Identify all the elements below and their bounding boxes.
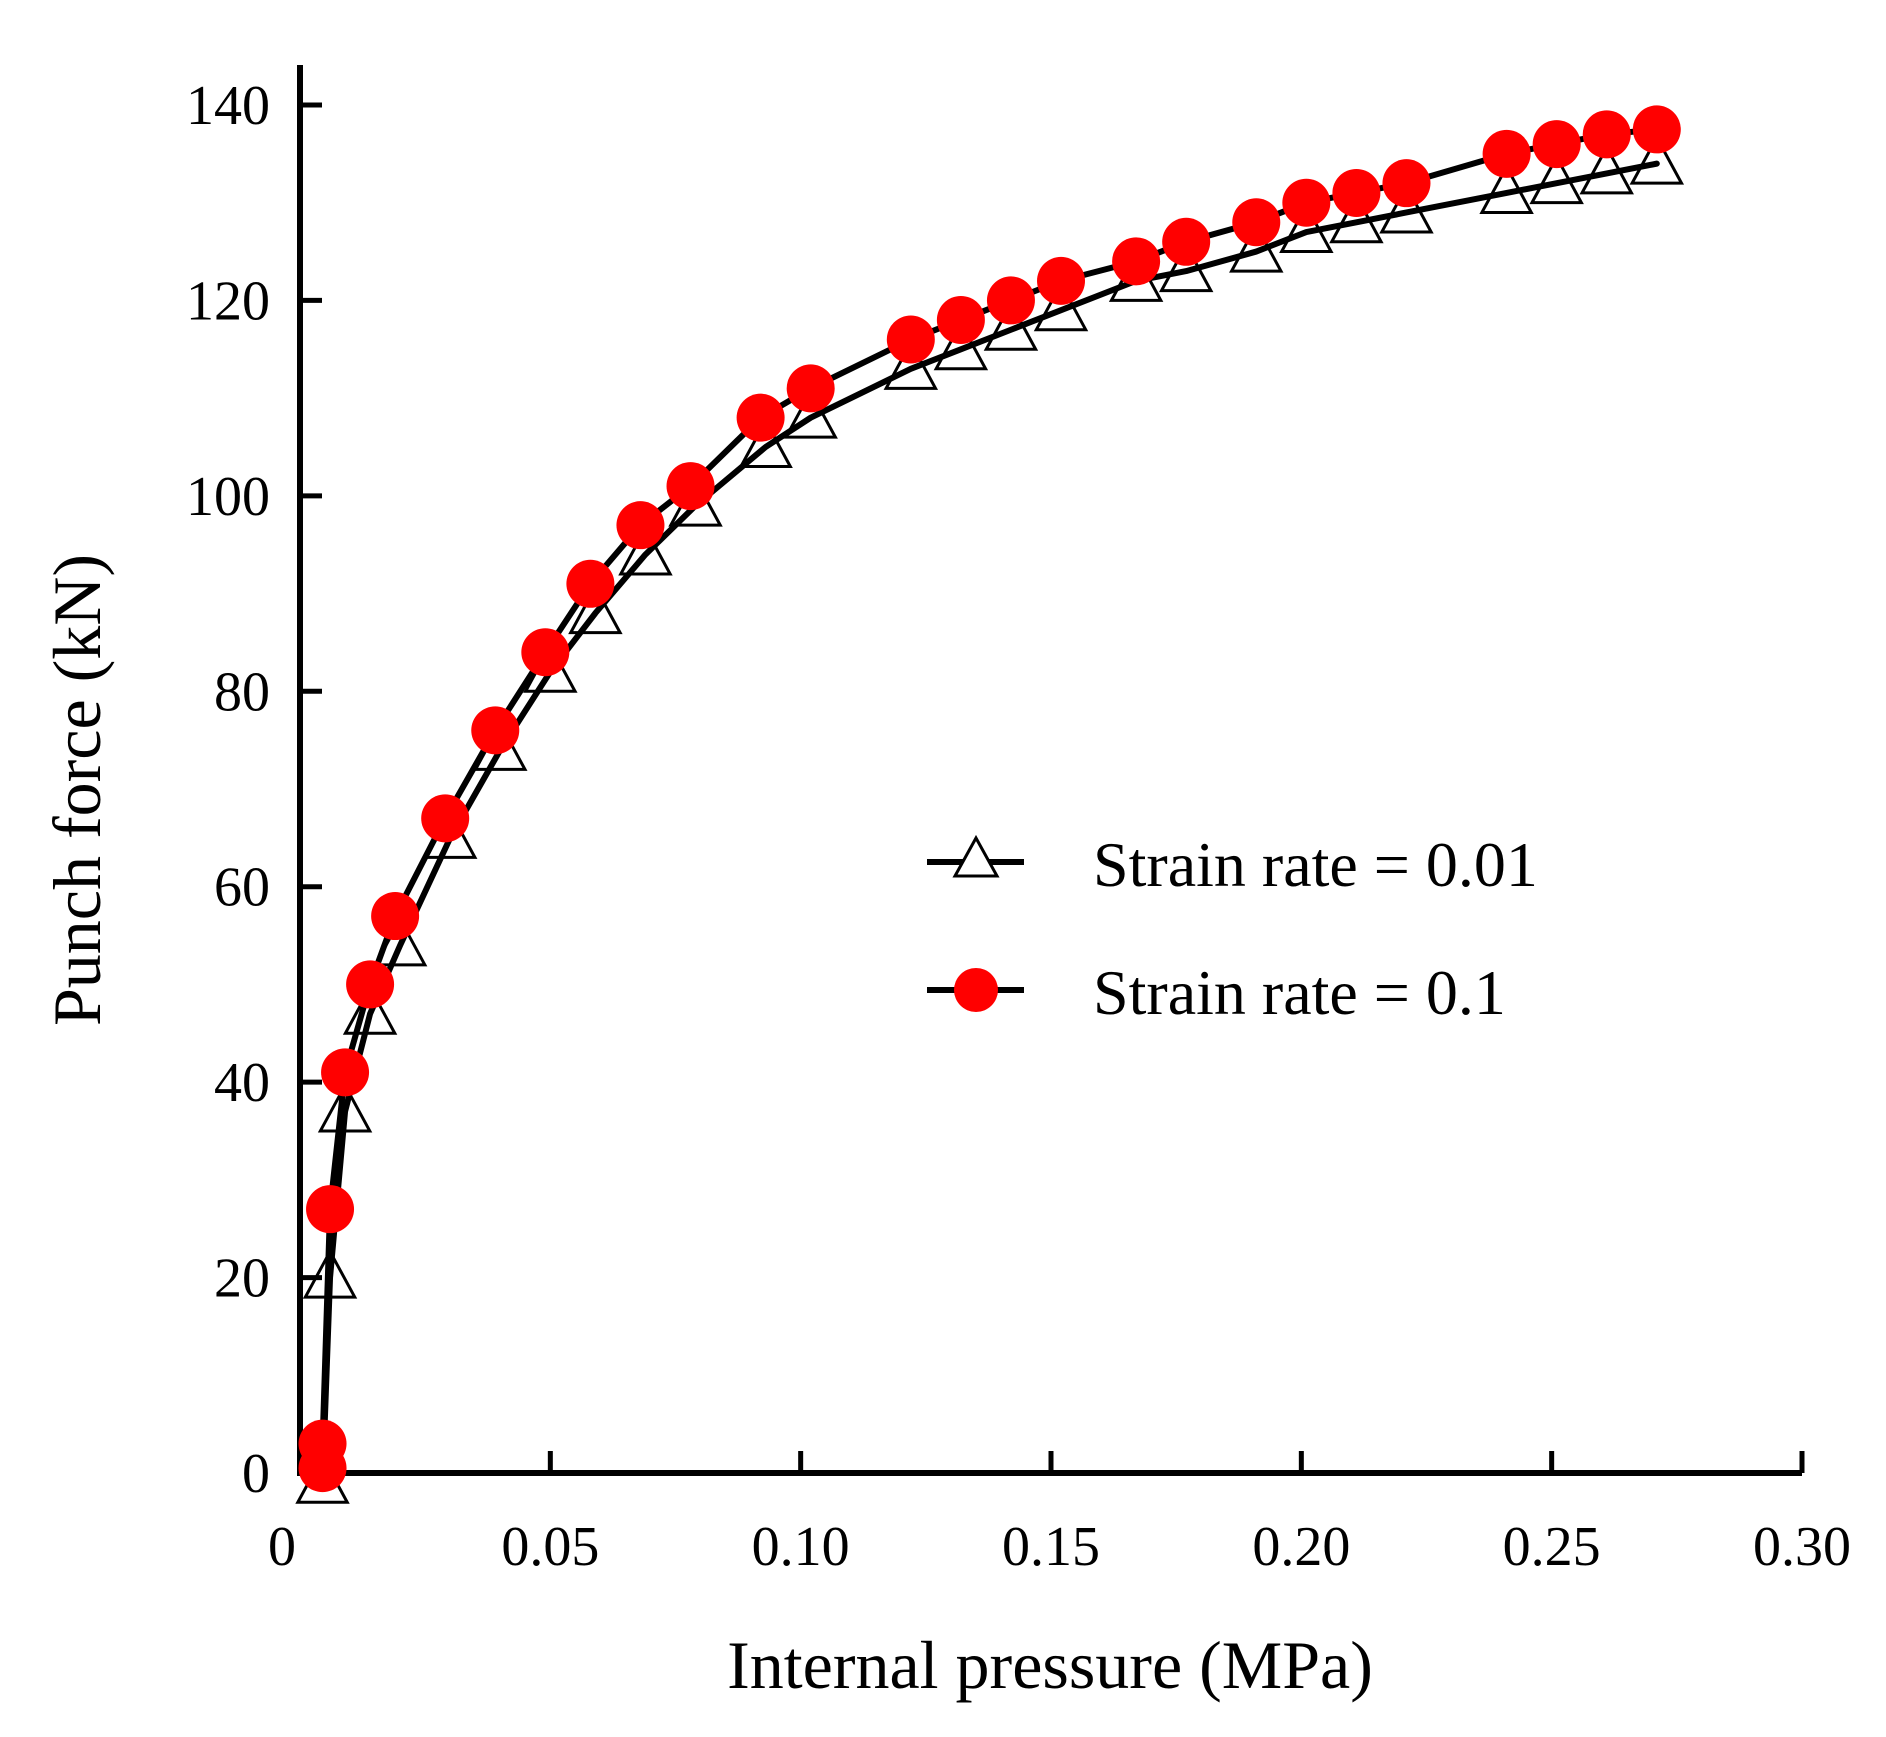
series-layer (295, 105, 1685, 1504)
data-point-triangle (1579, 144, 1634, 195)
data-point-circle (1332, 168, 1381, 217)
data-point-circle (986, 276, 1035, 325)
data-point-circle (1532, 120, 1581, 169)
legend-label-strain-0.01: Strain rate = 0.01 (1093, 829, 1538, 900)
data-point-triangle (883, 339, 939, 390)
legend-item-strain-0.1: Strain rate = 0.1 (927, 957, 1506, 1028)
data-point-circle (1582, 110, 1631, 159)
series-strain-0.01 (295, 134, 1685, 1504)
data-point-circle (936, 295, 985, 344)
y-axis-title: Punch force (kN) (39, 554, 115, 1026)
y-tick-label: 120 (186, 270, 270, 332)
data-point-circle (521, 628, 570, 677)
y-tick-label: 100 (186, 466, 270, 528)
x-axis-title: Internal pressure (MPa) (727, 1627, 1373, 1703)
legend-marker-triangle (952, 834, 1000, 878)
data-point-triangle (933, 320, 989, 371)
y-tick-label: 0 (242, 1443, 270, 1505)
data-point-circle (1632, 105, 1681, 154)
data-point-triangle (1329, 193, 1384, 244)
x-tick-label: 0.10 (752, 1516, 850, 1578)
data-point-circle (566, 559, 615, 608)
data-point-circle (298, 1419, 347, 1468)
data-point-circle (371, 892, 420, 941)
x-tick-label: 0.15 (1002, 1516, 1100, 1578)
y-tick-label: 20 (214, 1248, 270, 1310)
data-point-triangle (1158, 241, 1214, 293)
data-point-triangle (1479, 163, 1534, 214)
data-point-triangle (983, 300, 1039, 351)
data-point-circle (616, 501, 665, 550)
data-point-triangle (618, 525, 673, 576)
data-point-circle (1162, 217, 1211, 266)
x-tick-label: 0.25 (1503, 1516, 1601, 1578)
series-line (319, 160, 1660, 1486)
series-line (319, 126, 1660, 1472)
data-point-triangle (317, 1082, 373, 1133)
series-strain-0.1 (298, 105, 1681, 1493)
x-tick-label: 0.30 (1753, 1516, 1851, 1578)
data-point-circle (886, 315, 935, 364)
data-point-circle (421, 794, 470, 843)
data-point-circle (1037, 256, 1086, 305)
data-point-circle (1282, 178, 1331, 227)
data-point-triangle (1229, 222, 1284, 273)
data-point-circle (321, 1048, 370, 1097)
data-point-circle (1232, 198, 1281, 247)
data-point-circle (471, 706, 520, 755)
data-point-circle (1112, 237, 1161, 286)
legend-marker-circle (954, 968, 998, 1012)
legend-item-strain-0.01: Strain rate = 0.01 (927, 829, 1538, 900)
y-tick-label: 40 (214, 1052, 270, 1114)
data-point-triangle (1279, 202, 1334, 254)
y-ticks: 0 20 40 60 80 100 120 140 (186, 75, 322, 1505)
data-point-circle (1482, 129, 1531, 178)
data-point-triangle (342, 984, 398, 1035)
plot-area: 0 20 40 60 80 100 120 140 0 0.05 0.10 0.15 0.20 0.25… (186, 65, 1851, 1578)
data-point-triangle (1629, 134, 1685, 185)
data-point-circle (736, 393, 785, 442)
x-tick-label: 0 (268, 1516, 296, 1578)
data-point-triangle (1033, 281, 1089, 332)
data-point-triangle (783, 388, 838, 439)
y-tick-label: 60 (214, 857, 270, 919)
data-point-circle (306, 1185, 355, 1234)
legend: Strain rate = 0.01 Strain rate = 0.1 (927, 829, 1538, 1028)
data-point-triangle (568, 583, 623, 635)
data-point-circle (346, 960, 395, 1009)
data-point-triangle (1379, 183, 1434, 234)
data-point-triangle (1529, 154, 1584, 205)
legend-label-strain-0.1: Strain rate = 0.1 (1093, 957, 1506, 1028)
data-point-circle (1382, 159, 1431, 208)
y-tick-label: 140 (186, 75, 270, 137)
x-tick-label: 0.20 (1252, 1516, 1350, 1578)
y-tick-label: 80 (214, 661, 270, 723)
x-ticks: 0 0.05 0.10 0.15 0.20 0.25 0.30 (268, 1451, 1851, 1578)
data-point-circle (666, 462, 715, 511)
x-tick-label: 0.05 (501, 1516, 599, 1578)
data-point-triangle (738, 417, 793, 468)
data-point-circle (786, 364, 835, 413)
